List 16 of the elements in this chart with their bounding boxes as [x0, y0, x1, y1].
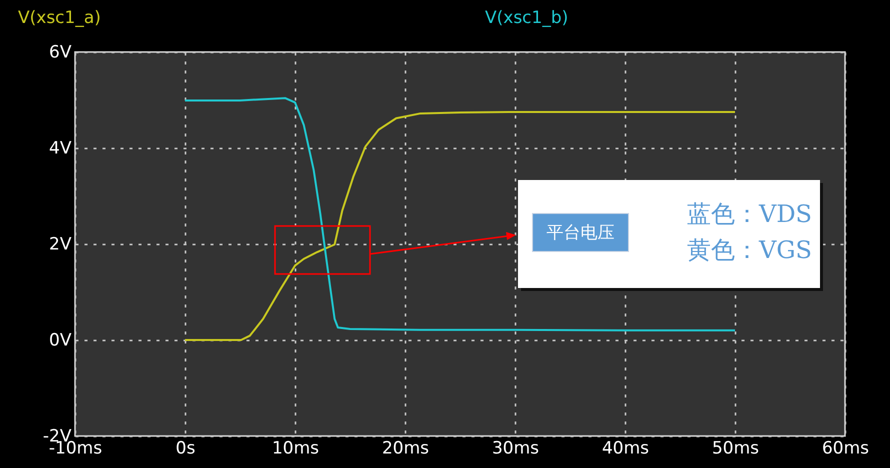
annotation: 黄色：VGS	[686, 235, 812, 266]
text: V(xsc1_b)	[485, 8, 568, 28]
y-tick-label: 2V	[49, 234, 72, 254]
y-tick-label: 0V	[49, 330, 72, 350]
annotation: 平台电压	[532, 213, 629, 252]
text: V(xsc1_a)	[18, 8, 101, 28]
x-tick-label: 0s	[176, 438, 196, 458]
x-tick-label: 20ms	[382, 438, 430, 458]
y-tick-label: 4V	[49, 138, 72, 158]
annotation: 蓝色：VDS	[686, 199, 812, 230]
x-tick-label: 30ms	[492, 438, 540, 458]
x-tick-label: 40ms	[602, 438, 650, 458]
x-tick-label: 10ms	[272, 438, 320, 458]
x-tick-label: 60ms	[822, 438, 870, 458]
y-tick-label: 6V	[49, 42, 72, 62]
x-tick-label: 50ms	[712, 438, 760, 458]
